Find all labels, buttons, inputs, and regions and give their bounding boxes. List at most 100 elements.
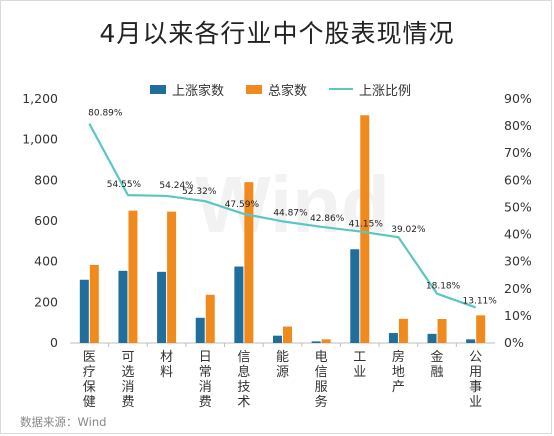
y-right-tick-label: 0% [504,335,524,350]
x-tick-label-char: 信 [237,350,250,365]
bar-total [283,326,292,343]
x-tick-label-char: 术 [237,395,250,410]
bar-up-count [311,341,321,343]
x-tick-label-char: 消 [199,380,212,395]
legend-swatch-up-count [150,84,166,94]
ratio-data-label: 80.89% [88,109,123,119]
ratio-data-label: 47.59% [225,200,260,210]
y-left-tick-label: 600 [34,213,58,228]
ratio-data-label: 13.11% [463,296,498,306]
y-right-tick-label: 10% [504,308,532,323]
x-tick-label-char: 材 [160,350,173,365]
x-tick-label-char: 能 [276,350,289,365]
legend-label-up-count: 上涨家数 [172,83,225,99]
x-tick-label-char: 料 [160,365,173,380]
x-tick-label-char: 产 [392,380,405,395]
y-left-tick-label: 1,000 [22,132,58,147]
ratio-data-label: 54.24% [159,181,194,191]
bar-up-count [350,249,360,343]
bar-total [128,210,138,343]
bar-total [167,211,177,343]
y-left-tick-label: 400 [34,254,58,269]
source-note: 数据来源：Wind [20,415,107,429]
x-tick-label-char: 医 [83,350,96,365]
x-tick-label-char: 融 [431,365,444,380]
legend-swatch-ratio [329,88,354,90]
x-tick-label-char: 疗 [83,365,96,380]
x-tick-label-char: 信 [315,365,328,380]
x-tick-label-char: 源 [276,365,289,380]
ratio-data-label: 52.32% [182,187,217,197]
legend-item-up-count: 上涨家数 [150,80,224,99]
x-tick-label-char: 业 [469,395,482,410]
ratio-data-label: 18.18% [426,282,461,292]
bar-total [398,318,408,343]
y-left-tick-label: 800 [34,172,58,187]
x-tick-label-char: 技 [237,380,250,395]
x-tick-label-char: 务 [315,394,328,410]
y-left-tick-label: 200 [34,294,58,309]
bar-up-count [195,317,205,343]
watermark-wind: Wind [195,160,390,249]
x-tick-label-char: 房 [392,349,405,365]
chart-title: 4月以来各行业中个股表现情况 [99,19,455,48]
x-tick-label-char: 息 [237,364,250,380]
x-tick-label-char: 事 [469,380,482,395]
x-tick-label-char: 地 [392,365,405,380]
y-right-tick-label: 20% [504,281,532,296]
bar-up-count [118,270,128,343]
y-right-tick-label: 90% [504,91,532,106]
ratio-data-label: 44.87% [273,208,308,218]
y-right-tick-label: 30% [504,254,532,269]
bar-total [437,319,447,343]
bar-total [321,339,331,343]
bar-up-count [234,266,244,343]
x-tick-label-char: 消 [121,380,134,395]
legend-label-total: 总家数 [268,83,308,99]
ratio-data-label: 41.15% [349,219,384,229]
legend-swatch-total [246,84,263,94]
bar-up-count [466,339,476,343]
legend-item-total: 总家数 [246,80,307,99]
x-tick-label-char: 金 [431,349,444,365]
x-tick-label-char: 公 [469,350,482,365]
y-right-tick-label: 60% [504,172,532,187]
x-tick-label-char: 选 [121,365,134,380]
x-tick-label-char: 业 [353,365,366,380]
bar-up-count [79,279,89,343]
y-right-tick-label: 70% [504,145,532,160]
x-tick-label-char: 费 [121,395,134,410]
bar-up-count [273,335,282,343]
y-right-tick-label: 50% [504,199,532,214]
ratio-data-label: 42.86% [310,214,345,224]
y-right-tick-label: 40% [504,227,532,242]
x-tick-label-char: 常 [199,365,212,380]
x-tick-label-char: 日 [199,350,212,365]
bar-total [205,294,215,343]
x-tick-label-char: 工 [353,350,366,365]
bar-up-count [427,333,437,343]
bar-total [476,315,486,343]
x-tick-label-char: 电 [315,350,328,365]
bar-up-count [157,271,167,343]
bar-total [244,182,254,343]
x-tick-label-char: 健 [83,395,96,410]
ratio-line [88,123,477,309]
y-right-tick-label: 80% [504,118,532,133]
ratio-data-label: 54.55% [107,180,142,190]
x-tick-label-char: 可 [121,350,134,365]
ratio-data-label: 39.02% [391,225,426,235]
y-left-tick-label: 0 [50,335,58,350]
x-tick-label-char: 保 [83,380,96,395]
x-tick-label-char: 服 [315,380,328,395]
legend-label-ratio: 上涨比例 [359,83,412,99]
legend-item-ratio: 上涨比例 [329,80,411,99]
bar-up-count [388,333,398,343]
bar-total [360,115,370,344]
x-tick-label-char: 用 [469,365,482,380]
legend: 上涨家数 总家数 上涨比例 [150,80,433,99]
x-tick-label-char: 费 [199,395,212,410]
y-left-tick-label: 1,200 [22,91,58,106]
